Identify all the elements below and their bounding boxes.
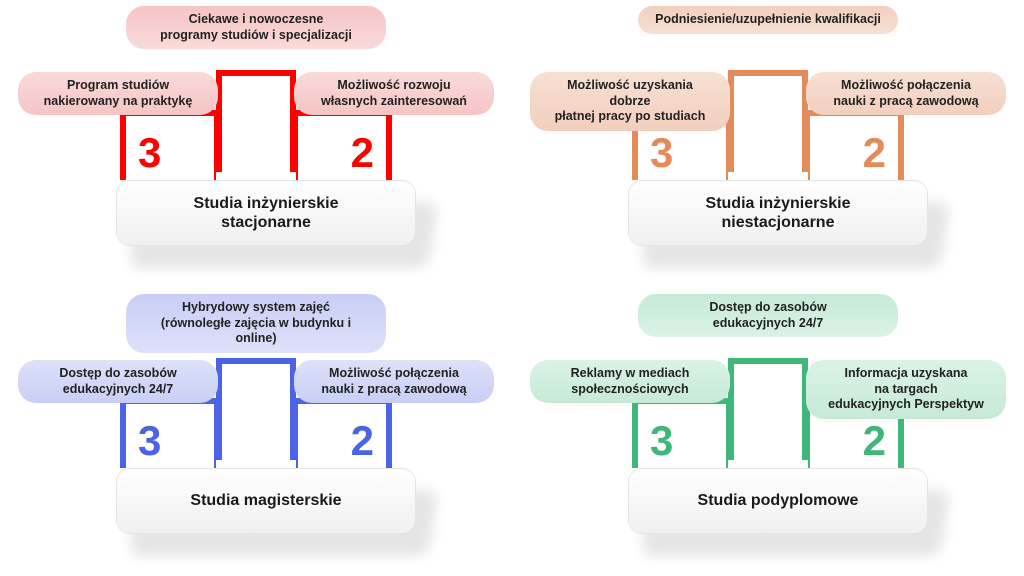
podium-step-1 [216,358,296,468]
pill-right: Możliwość połączenia nauki z pracą zawod… [806,72,1006,115]
panel-title: Studia podyplomowe [698,491,859,510]
rank-2: 2 [863,420,886,462]
infographic-canvas: Ciekawe i nowoczesne programy studiów i … [0,0,1024,576]
pill-right: Informacja uzyskana na targach edukacyjn… [806,360,1006,419]
panel-bl: Hybrydowy system zajęć (równoległe zajęc… [0,288,512,576]
podium-step-1 [728,358,808,468]
title-card: Studia inżynierskie niestacjonarne [628,180,928,246]
title-card: Studia magisterskie [116,468,416,534]
panel-title: Studia inżynierskie stacjonarne [194,194,339,232]
pill-left: Możliwość uzyskania dobrze płatnej pracy… [530,72,730,131]
pill-right: Możliwość rozwoju własnych zainteresowań [294,72,494,115]
rank-2: 2 [351,420,374,462]
podium-step-1 [216,70,296,180]
rank-2: 2 [863,132,886,174]
rank-3: 3 [138,132,161,174]
pill-top: Hybrydowy system zajęć (równoległe zajęc… [126,294,386,353]
title-card: Studia inżynierskie stacjonarne [116,180,416,246]
pill-left: Reklamy w mediach społecznościowych [530,360,730,403]
pill-right: Możliwość połączenia nauki z pracą zawod… [294,360,494,403]
panel-title: Studia magisterskie [190,491,341,510]
panel-title: Studia inżynierskie niestacjonarne [706,194,851,232]
podium-step-3 [632,398,732,468]
panel-br: Dostęp do zasobów edukacyjnych 24/7 Rekl… [512,288,1024,576]
pill-top: Podniesienie/uzupełnienie kwalifikacji [638,6,898,34]
rank-3: 3 [138,420,161,462]
panel-tl: Ciekawe i nowoczesne programy studiów i … [0,0,512,288]
podium-step-2 [292,110,392,180]
rank-3: 3 [650,132,673,174]
panel-tr: Podniesienie/uzupełnienie kwalifikacji M… [512,0,1024,288]
pill-left: Dostęp do zasobów edukacyjnych 24/7 [18,360,218,403]
rank-3: 3 [650,420,673,462]
pill-top: Dostęp do zasobów edukacyjnych 24/7 [638,294,898,337]
pill-left: Program studiów nakierowany na praktykę [18,72,218,115]
podium-step-2 [292,398,392,468]
podium-step-3 [120,398,220,468]
pill-top: Ciekawe i nowoczesne programy studiów i … [126,6,386,49]
podium-step-1 [728,70,808,180]
title-card: Studia podyplomowe [628,468,928,534]
podium-step-2 [804,110,904,180]
podium-step-3 [120,110,220,180]
rank-2: 2 [351,132,374,174]
